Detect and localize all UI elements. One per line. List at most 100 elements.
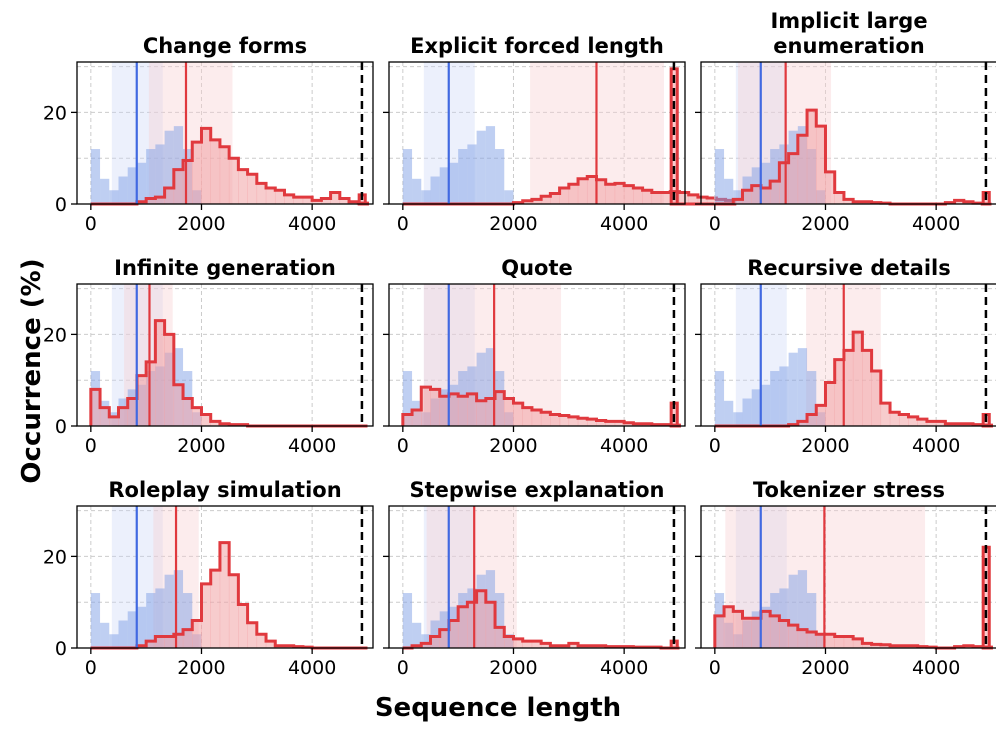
baseline-bar <box>476 352 486 426</box>
panel-title: Explicit forced length <box>410 34 664 58</box>
baseline-bar <box>797 348 808 426</box>
axes-frame <box>388 505 686 649</box>
x-tick-label: 4000 <box>600 435 648 457</box>
baseline-bar <box>733 190 743 204</box>
baseline-bar <box>90 149 101 204</box>
panel: 0 2000 4000 0 20 Change forms <box>43 34 374 235</box>
baseline-bar <box>485 348 496 426</box>
panel-title: Roleplay simulation <box>108 478 341 502</box>
baseline-bar <box>402 371 413 426</box>
axes-frame <box>388 61 686 205</box>
attack-bar <box>210 139 221 205</box>
x-tick-label: 2000 <box>177 213 225 235</box>
baseline-bar <box>118 176 128 204</box>
baseline-bar <box>146 593 156 648</box>
baseline-bar <box>495 149 505 204</box>
attack-bar <box>476 400 487 427</box>
axes-frame <box>76 61 374 205</box>
baseline-bar <box>495 593 505 648</box>
baseline-bar <box>412 178 422 204</box>
panel: 0 2000 4000 Recursive details <box>695 256 996 457</box>
y-tick-label: 20 <box>43 546 67 568</box>
panel-title: Change forms <box>143 34 307 58</box>
baseline-bar <box>136 606 147 648</box>
baseline-bar <box>146 149 156 204</box>
axes-frame <box>76 505 374 649</box>
x-tick-label: 4000 <box>912 435 960 457</box>
panel: 0 2000 4000 0 20 Infinite generation <box>43 256 374 457</box>
y-tick-label: 20 <box>43 324 67 346</box>
attack-bar <box>760 187 771 205</box>
x-tick-label: 4000 <box>912 213 960 235</box>
baseline-bar <box>155 588 165 648</box>
baseline-bar <box>155 144 165 204</box>
x-tick-label: 2000 <box>489 435 537 457</box>
x-axis-label: Sequence length <box>375 693 621 723</box>
panel-title: Implicit large <box>770 9 927 33</box>
baseline-bar <box>118 620 128 648</box>
baseline-bar <box>421 190 431 204</box>
baseline-bar <box>807 371 817 426</box>
baseline-bar <box>448 162 459 204</box>
attack-bar <box>164 636 175 649</box>
panel-title: Infinite generation <box>114 256 336 280</box>
axes-frame <box>76 283 374 427</box>
y-tick-label: 0 <box>55 416 67 438</box>
x-tick-label: 0 <box>85 213 97 235</box>
attack-bar <box>843 350 854 427</box>
baseline-bar <box>412 622 422 648</box>
baseline-bar <box>164 574 174 648</box>
x-tick-label: 0 <box>85 435 97 457</box>
baseline-bar <box>183 593 193 648</box>
baseline-bar <box>733 412 743 426</box>
axes-frame <box>700 505 996 649</box>
panel-title: Tokenizer stress <box>753 478 945 502</box>
baseline-bar <box>127 611 137 648</box>
x-tick-label: 2000 <box>801 435 849 457</box>
x-tick-label: 0 <box>709 657 721 679</box>
baseline-bar <box>742 398 752 426</box>
x-tick-label: 4000 <box>288 435 336 457</box>
baseline-bar <box>714 371 725 426</box>
baseline-bar <box>770 371 780 426</box>
attack-histogram-outline <box>714 330 993 428</box>
axes-frame <box>700 283 996 427</box>
attack-bar-last <box>671 68 678 204</box>
x-tick-label: 0 <box>709 435 721 457</box>
x-tick-label: 4000 <box>600 213 648 235</box>
attack-bar <box>751 617 762 649</box>
panel-title: enumeration <box>773 34 924 58</box>
attack-bar <box>742 617 753 649</box>
baseline-bar <box>100 622 110 648</box>
baseline-bar <box>173 126 184 204</box>
baseline-bar <box>724 178 734 204</box>
axes-frame <box>388 283 686 427</box>
baseline-bar <box>421 634 431 648</box>
x-tick-label: 0 <box>397 435 409 457</box>
x-tick-label: 2000 <box>489 657 537 679</box>
baseline-bar <box>760 162 771 204</box>
y-tick-label: 20 <box>43 102 67 124</box>
baseline-bar <box>504 190 514 204</box>
baseline-bar <box>439 167 449 204</box>
x-tick-label: 4000 <box>600 657 648 679</box>
attack-bar <box>605 184 616 205</box>
baseline-bar <box>779 588 789 648</box>
attack-bar <box>660 192 671 205</box>
baseline-bar <box>100 178 110 204</box>
attack-bar-last <box>671 641 678 648</box>
y-tick-label: 0 <box>55 638 67 660</box>
baseline-bar <box>724 400 734 426</box>
baseline-bar <box>467 144 477 204</box>
baseline-bar <box>770 149 780 204</box>
baseline-bar <box>788 574 798 648</box>
baseline-bar <box>109 190 119 204</box>
baseline-bar <box>430 176 440 204</box>
axes-frame <box>700 61 996 205</box>
baseline-bar <box>109 634 119 648</box>
baseline-bar <box>402 149 413 204</box>
x-tick-label: 2000 <box>177 435 225 457</box>
x-tick-label: 4000 <box>912 657 960 679</box>
baseline-bar <box>751 389 761 426</box>
